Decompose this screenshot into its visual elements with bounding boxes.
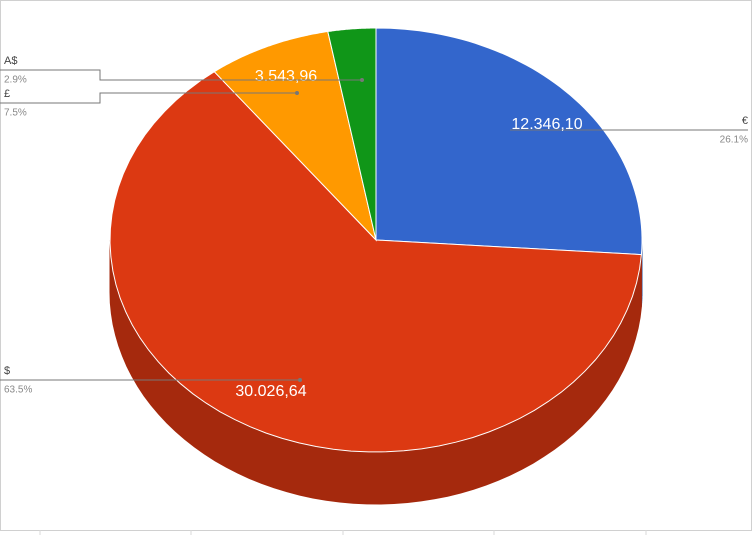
percent-label: 63.5% — [4, 385, 32, 396]
percent-label: 26.1% — [720, 135, 748, 146]
slice-label: 30.026,64 — [235, 383, 306, 400]
leader-line — [0, 69, 362, 81]
slice — [213, 30, 377, 242]
slice-label: 12.346,10 — [511, 116, 582, 133]
slice — [375, 27, 643, 256]
slice-label: 3.543,96 — [255, 68, 317, 85]
leader-line — [0, 92, 297, 104]
legend-label: £ — [4, 88, 10, 100]
sheet-grid — [39, 530, 647, 535]
legend-label: A$ — [4, 55, 17, 67]
percent-label: 2.9% — [4, 75, 27, 86]
percent-label: 7.5% — [4, 108, 27, 119]
leader-dot — [295, 91, 299, 95]
leader-dot — [298, 378, 302, 382]
leader-dot — [360, 78, 364, 82]
slice — [109, 71, 642, 453]
slice — [327, 27, 377, 241]
legend-label: € — [742, 115, 748, 127]
legend-label: $ — [4, 365, 10, 377]
